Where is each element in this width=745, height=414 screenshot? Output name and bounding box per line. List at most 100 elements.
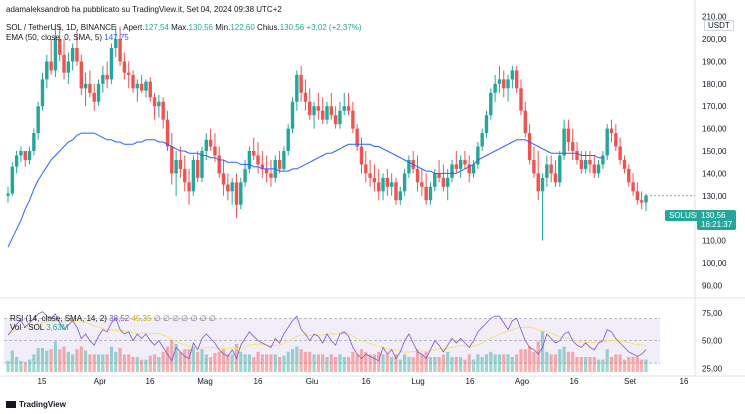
volume-bar — [170, 340, 174, 372]
candle-body — [402, 173, 407, 192]
candle-body — [596, 164, 601, 174]
volume-bar — [265, 354, 269, 372]
candle-body — [277, 159, 282, 169]
candle-body — [243, 168, 247, 183]
candle-body — [23, 151, 27, 160]
volume-bar — [200, 349, 204, 372]
volume-bar — [519, 349, 523, 372]
rsi-legend[interactable]: RSI (14, close, SMA, 14, 2) 38,52 45,35 … — [10, 314, 216, 323]
candle-body — [96, 83, 101, 102]
volume-bar — [88, 354, 92, 372]
x-tick-label: 15 — [38, 377, 47, 386]
volume-bar — [459, 357, 463, 372]
candle-body — [385, 177, 390, 187]
publisher-line: adamaleksandrob ha pubblicato su Trading… — [6, 5, 282, 14]
candle-body — [290, 101, 295, 129]
candle-body — [131, 74, 135, 89]
candle-body — [295, 74, 299, 102]
candle-body — [256, 155, 260, 165]
candle-body — [40, 79, 45, 107]
candle-body — [622, 159, 627, 169]
volume-bar — [23, 362, 27, 372]
volume-bar — [618, 354, 622, 372]
high-label: Max. — [171, 23, 189, 32]
candle-body — [62, 54, 66, 73]
candle-body — [588, 159, 592, 165]
volume-bar — [127, 354, 131, 372]
currency-badge[interactable]: USDT — [704, 20, 734, 31]
volume-bar — [579, 357, 583, 372]
candle-body — [545, 164, 549, 178]
candle-body — [368, 173, 372, 178]
volume-bar — [446, 351, 450, 372]
candle-body — [325, 106, 329, 120]
candle-body — [19, 151, 23, 156]
candle-body — [441, 177, 446, 187]
candle-body — [493, 83, 497, 93]
candle-body — [446, 177, 450, 187]
candle-body — [351, 110, 355, 129]
symbol-name[interactable]: SOL / TetherUS, 1D, BINANCE — [6, 23, 117, 32]
candles-group — [6, 25, 648, 241]
volume-bar — [596, 359, 601, 372]
candle-body — [519, 88, 523, 111]
volume-bar — [239, 351, 243, 372]
candle-body — [377, 182, 381, 192]
volume-legend[interactable]: Vol · SOL 3,63M — [10, 323, 68, 332]
volume-bar — [187, 349, 191, 372]
candle-body — [14, 155, 19, 167]
candle-body — [450, 164, 454, 178]
candle-body — [161, 101, 165, 120]
eye-icon[interactable]: ◦ — [118, 23, 122, 32]
volume-bar — [351, 351, 355, 372]
candle-body — [420, 182, 424, 187]
volume-bar — [420, 354, 424, 372]
volume-bar — [282, 355, 286, 372]
volume-bar — [334, 357, 338, 372]
candle-body — [407, 159, 411, 174]
volume-bar — [230, 354, 234, 372]
volume-bar — [471, 359, 476, 372]
volume-bar — [6, 360, 10, 372]
volume-bar — [71, 354, 75, 372]
tradingview-logo: TradingView — [6, 400, 66, 409]
candle-body — [174, 159, 178, 174]
volume-bar — [489, 351, 493, 372]
candle-body — [338, 110, 342, 125]
y-tick-label: 130,00 — [702, 192, 727, 201]
volume-bar — [157, 357, 161, 372]
volume-bar — [407, 357, 411, 372]
volume-bar — [325, 357, 329, 372]
high-value: 130,56 — [188, 23, 213, 32]
rsi-tick-label: 25,00 — [702, 365, 723, 374]
volume-bar — [101, 354, 105, 372]
ema-legend[interactable]: EMA (50, close, 0, SMA, 5) 147,75 — [6, 33, 129, 42]
volume-bar — [463, 359, 467, 372]
volume-bar — [614, 354, 618, 372]
change-value: +3,02 (+2,37%) — [306, 23, 362, 32]
candle-body — [502, 79, 506, 89]
y-tick-label: 110,00 — [702, 237, 726, 246]
symbol-legend: SOL / TetherUS, 1D, BINANCE ◦ Apert.127,… — [6, 23, 362, 32]
volume-bar — [27, 359, 32, 372]
volume-bar — [49, 349, 53, 372]
volume-bar — [540, 331, 545, 372]
candle-body — [101, 74, 105, 84]
open-label: Apert. — [123, 23, 145, 32]
candle-body — [566, 128, 571, 143]
candle-body — [252, 151, 256, 156]
candle-body — [394, 182, 398, 201]
x-tick-label: Mag — [197, 377, 213, 386]
x-tick-label: 16 — [680, 377, 689, 386]
candle-body — [213, 146, 217, 156]
candle-body — [200, 151, 204, 178]
candle-body — [118, 39, 122, 62]
candle-body — [571, 142, 575, 151]
candle-body — [476, 146, 480, 165]
volume-bar — [502, 354, 506, 372]
candle-body — [372, 177, 377, 183]
y-tick-label: 160,00 — [702, 125, 727, 134]
candle-body — [122, 61, 127, 73]
candle-body — [540, 177, 545, 192]
candle-body — [467, 164, 471, 174]
